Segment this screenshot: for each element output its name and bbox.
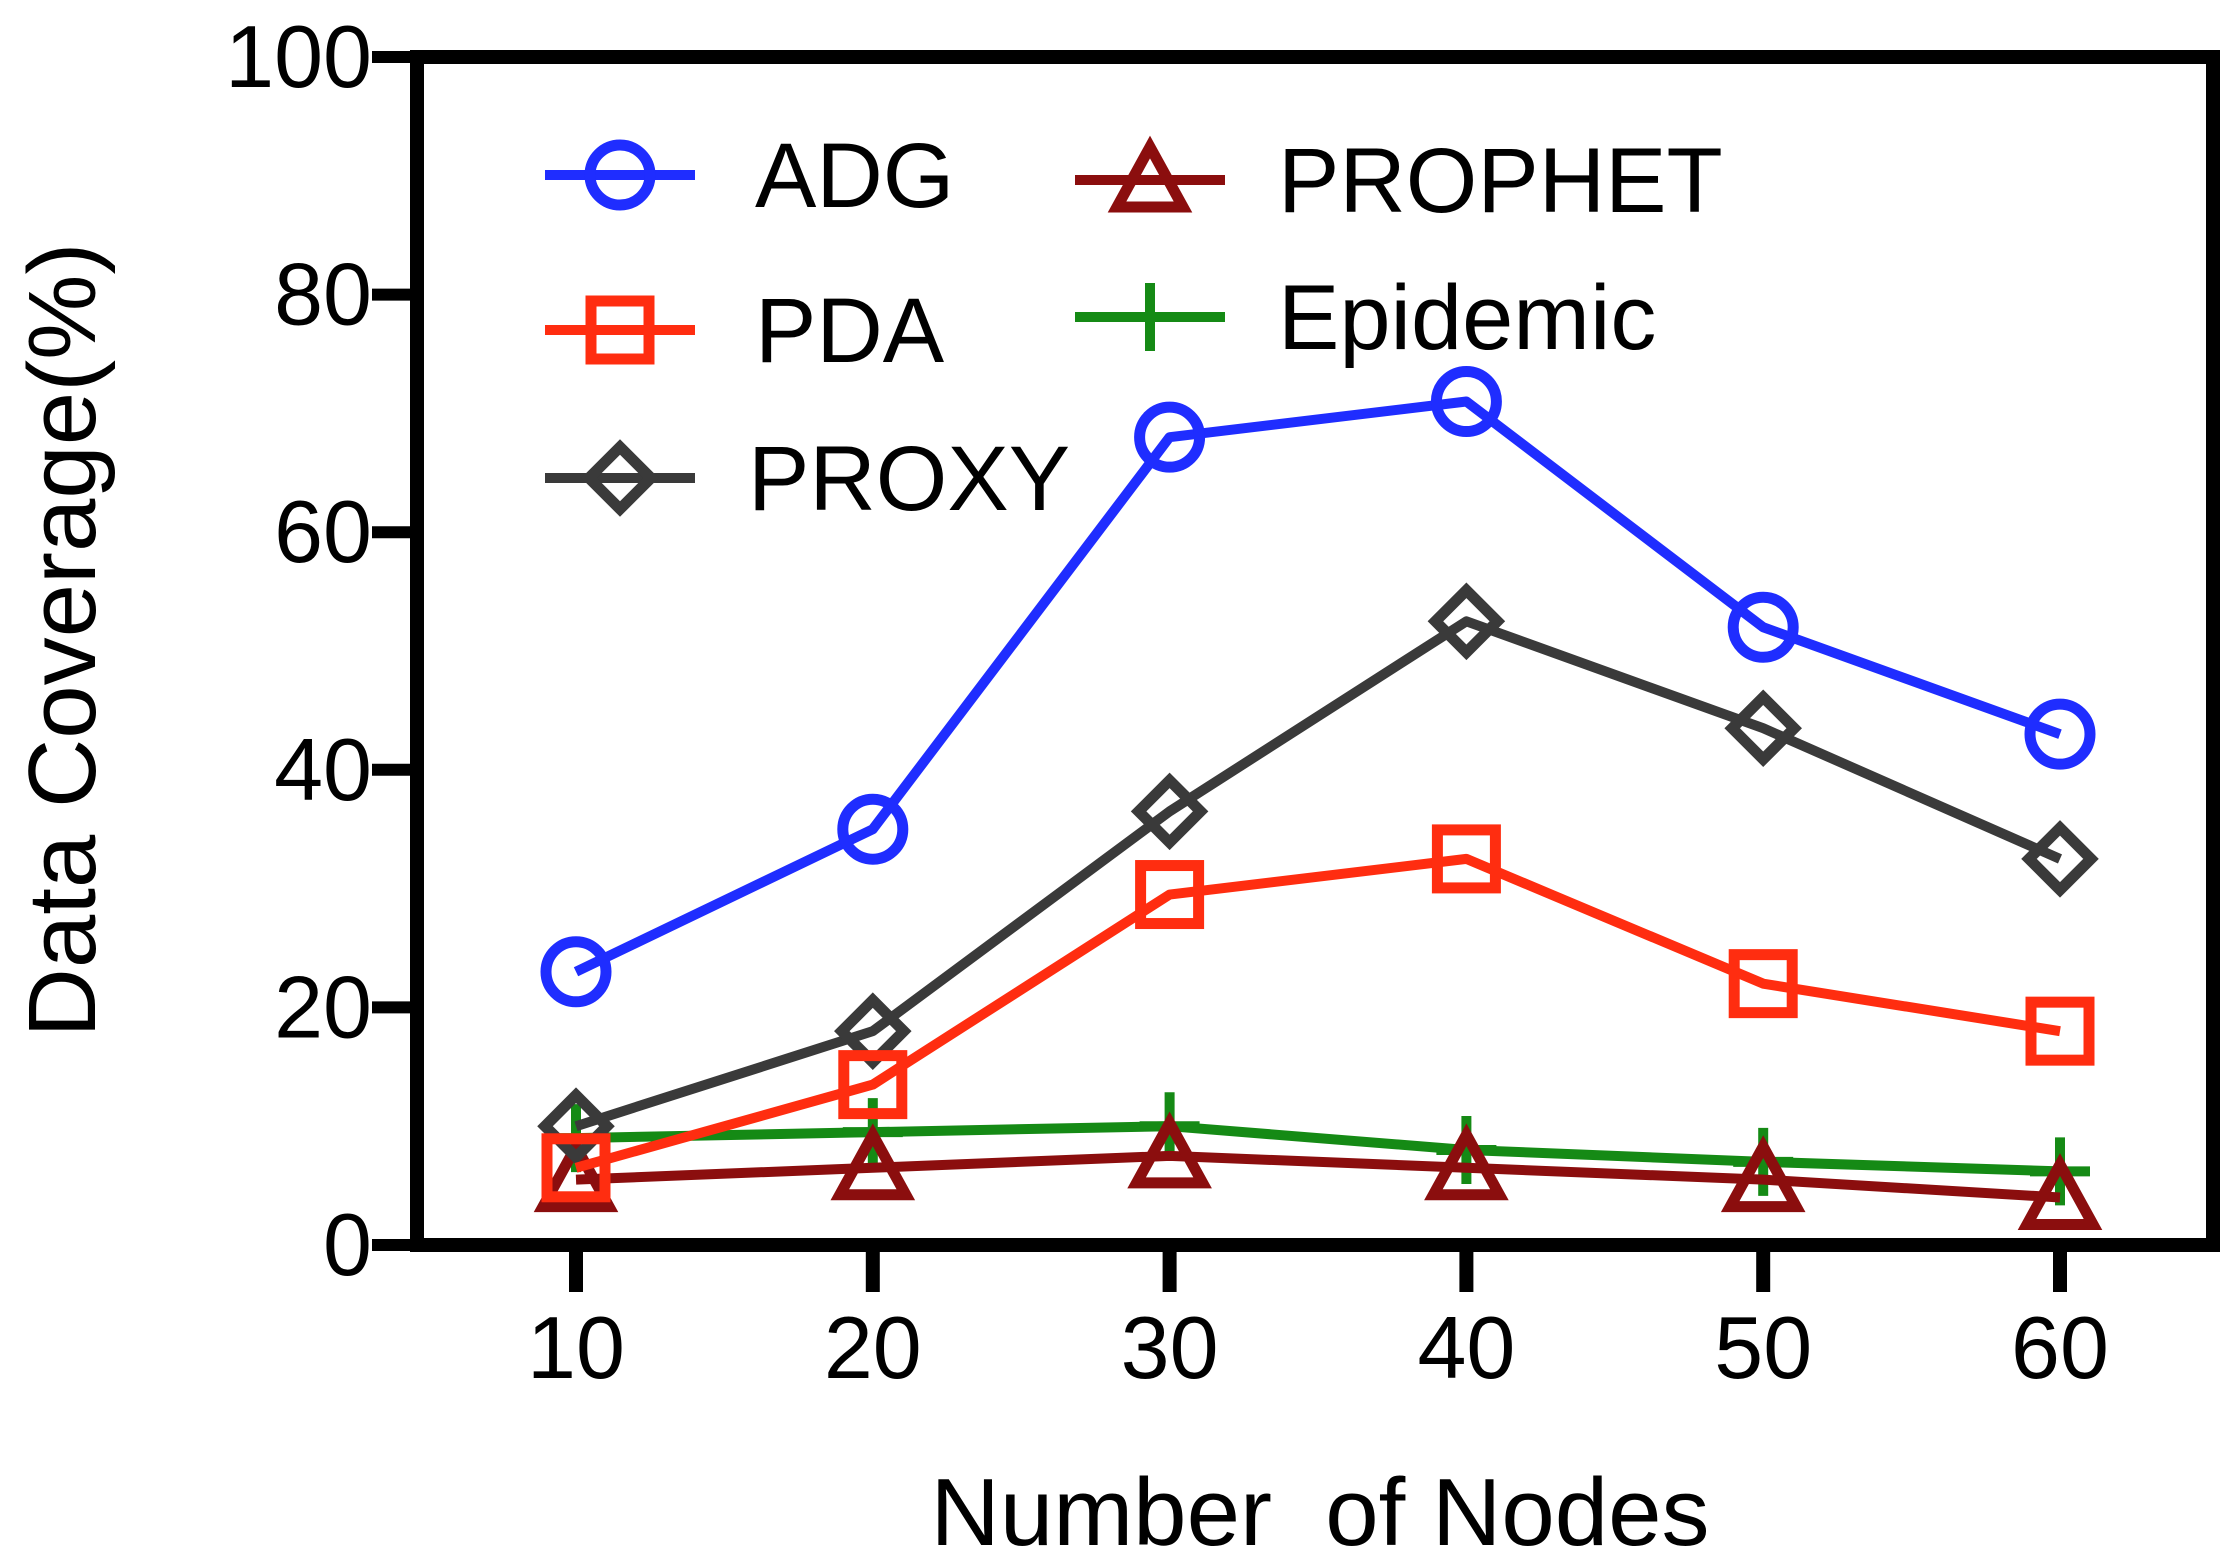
data-point-prophet — [830, 1123, 916, 1201]
y-tick-label: 0 — [323, 1195, 372, 1294]
data-point-proxy — [1130, 772, 1209, 851]
data-point-prophet — [533, 1135, 619, 1213]
legend-item-prophet: PROPHET — [1075, 130, 1723, 232]
data-point-proxy — [1427, 582, 1506, 661]
legend-marker-proxy — [581, 439, 659, 517]
data-point-adg — [2024, 698, 2096, 770]
legend-item-pda: PDA — [545, 280, 945, 382]
legend-item-proxy: PROXY — [545, 428, 1070, 530]
data-point-proxy — [2021, 820, 2099, 898]
legend-label-adg: ADG — [755, 125, 954, 227]
series-line-epidemic — [575, 1121, 2061, 1177]
x-tick-label: 60 — [2011, 1298, 2109, 1397]
y-tick-label: 100 — [225, 7, 372, 106]
data-point-adg — [1134, 401, 1206, 473]
data-point-pda — [2025, 996, 2095, 1066]
y-tick-label: 80 — [274, 245, 372, 344]
data-point-pda — [1431, 824, 1501, 894]
x-tick-label: 10 — [527, 1298, 625, 1397]
data-point-adg — [1727, 591, 1799, 663]
legend-marker-epidemic — [1120, 283, 1180, 351]
x-tick-label: 40 — [1417, 1298, 1515, 1397]
y-axis-title: Data Coverage(%) — [9, 243, 116, 1038]
data-point-pda — [838, 1050, 908, 1120]
data-point-prophet — [1720, 1135, 1806, 1213]
x-tick-label: 50 — [1714, 1298, 1812, 1397]
data-point-prophet — [1424, 1123, 1509, 1201]
legend-label-epidemic: Epidemic — [1278, 267, 1656, 369]
legend-label-prophet: PROPHET — [1278, 130, 1723, 232]
data-point-prophet — [2017, 1153, 2103, 1230]
data-point-proxy — [537, 1087, 615, 1165]
x-axis-title: Number of Nodes — [930, 1459, 1709, 1557]
series-proxy — [537, 582, 2099, 1165]
data-point-proxy — [834, 992, 912, 1070]
series-pda — [541, 824, 2095, 1203]
legend-label-proxy: PROXY — [748, 428, 1070, 530]
x-tick-label: 20 — [824, 1298, 922, 1397]
y-tick-label: 60 — [274, 482, 372, 581]
y-tick-label: 20 — [274, 957, 372, 1056]
legend-marker-adg — [584, 139, 656, 211]
data-point-adg — [837, 793, 909, 865]
series-prophet — [533, 1111, 2103, 1230]
data-point-prophet — [1127, 1111, 1212, 1189]
data-point-pda — [1728, 949, 1798, 1019]
legend-marker-prophet — [1107, 135, 1193, 213]
data-point-adg — [540, 936, 612, 1008]
data-point-adg — [1430, 366, 1502, 438]
y-tick-label: 40 — [274, 720, 372, 819]
data-point-pda — [541, 1133, 611, 1203]
series-line-proxy — [574, 616, 2063, 1131]
series-line-pda — [574, 853, 2061, 1173]
legend-item-adg: ADG — [545, 125, 954, 227]
legend-label-pda: PDA — [755, 280, 945, 382]
series-line-adg — [573, 396, 2062, 977]
data-point-pda — [1135, 860, 1205, 930]
series-adg — [540, 366, 2096, 1008]
data-point-proxy — [1724, 689, 1802, 767]
series-line-prophet — [575, 1150, 2061, 1203]
legend-marker-pda — [585, 295, 655, 365]
x-tick-label: 30 — [1121, 1298, 1219, 1397]
legend-item-epidemic: Epidemic — [1075, 267, 1656, 369]
